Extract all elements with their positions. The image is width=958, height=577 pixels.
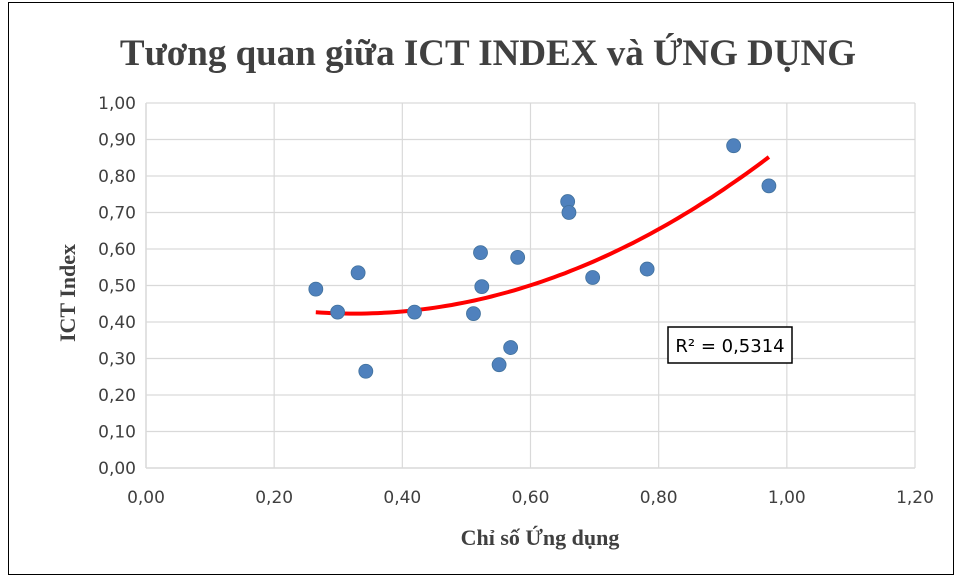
data-point [510,249,526,265]
data-point [474,279,490,294]
y-axis-title: ICT Index [55,244,80,342]
data-point [503,340,519,355]
r-squared-box [667,326,793,364]
data-point [473,245,488,261]
y-tick-label: 0,70 [98,204,136,224]
x-tick-label: 0,00 [127,488,165,508]
r-squared-label: R² = 0,5314 [675,336,784,357]
data-point [491,357,507,373]
x-tick-label: 0,60 [512,488,550,508]
trendline [315,155,771,316]
y-tick-label: 0,50 [98,277,136,297]
y-tick-label: 0,20 [98,386,136,406]
data-point [466,306,481,322]
y-tick-label: 0,10 [98,423,136,443]
data-point [407,304,422,320]
data-point [308,281,324,297]
y-tick-label: 0,40 [98,313,136,333]
y-tick-label: 0,80 [98,167,136,187]
y-tick-label: 0,90 [98,131,136,151]
x-tick-label: 0,40 [383,488,421,508]
data-point [358,363,374,379]
data-point [330,304,346,320]
y-tick-label: 0,60 [98,240,136,260]
axes [145,103,915,469]
y-tick-label: 1,00 [98,94,136,114]
data-point [561,205,577,220]
x-tick-label: 0,80 [640,488,678,508]
chart-svg: 0,00 0,10 0,20 0,30 0,40 0,50 0,60 0,70 0,80 0,90… [55,32,934,550]
data-point [639,261,655,277]
y-tick-label: 0,30 [98,350,136,370]
x-tick-label: 1,00 [768,488,806,508]
x-tick-label: 0,20 [255,488,293,508]
x-tick-label: 1,20 [896,488,934,508]
data-point [350,265,366,281]
r-squared-label-box: R² = 0,5314 [667,326,793,364]
chart-title: Tương quan giữa ICT INDEX và ỨNG DỤNG [120,32,856,74]
y-tick-labels: 0,00 0,10 0,20 0,30 0,40 0,50 0,60 0,70 0,80 0,90… [98,94,136,479]
data-point [761,178,777,194]
data-point [585,270,601,285]
data-points [308,138,777,379]
y-tick-label: 0,00 [98,459,136,479]
data-point [726,138,742,154]
x-axis-title: Chỉ số Ứng dụng [461,525,620,550]
chart-frame: 0,00 0,10 0,20 0,30 0,40 0,50 0,60 0,70 0,80 0,90… [8,2,954,575]
x-tick-labels: 0,00 0,20 0,40 0,60 0,80 1,00 1,20 [127,488,934,508]
